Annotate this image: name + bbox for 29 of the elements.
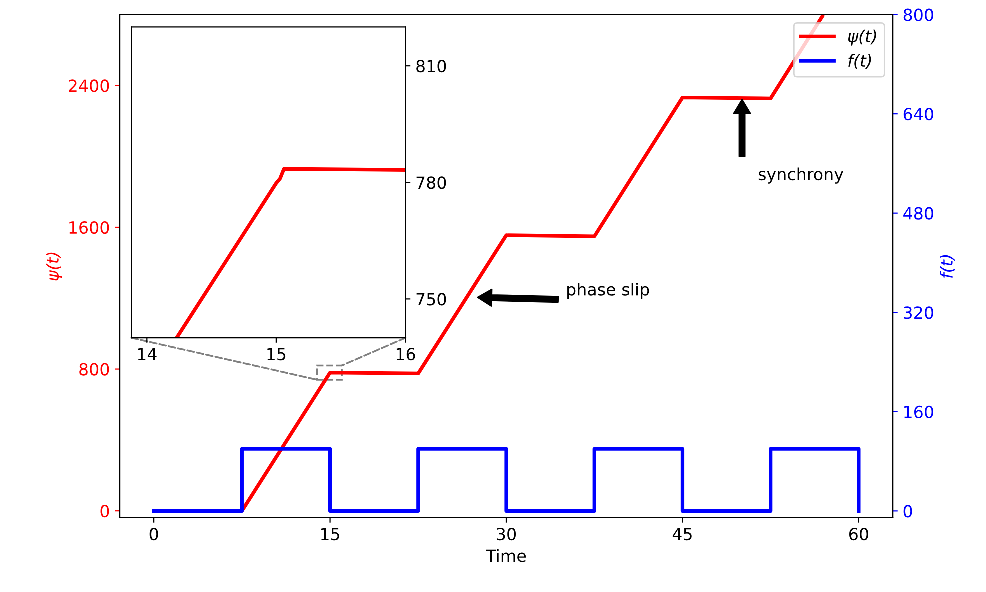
- x-tick-label: 60: [850, 528, 868, 541]
- y-tick-label: 780: [416, 176, 446, 190]
- y2-tick-label: 640: [904, 108, 934, 121]
- x-tick-label: 15: [268, 348, 286, 361]
- y-tick-label: 800: [80, 363, 110, 376]
- legend-label: ψ(t): [848, 30, 876, 46]
- y-tick-label: 810: [416, 60, 446, 73]
- y2-tick-label: 320: [904, 306, 934, 320]
- x-axis-title: Time: [486, 549, 526, 562]
- y-tick-label: 0: [100, 505, 110, 518]
- y2-axis-title: f(t): [940, 255, 955, 278]
- x-tick-label: 0: [150, 528, 158, 541]
- x-tick-label: 14: [138, 348, 157, 360]
- x-tick-label: 16: [396, 348, 416, 361]
- annotation: phase slip: [568, 282, 650, 300]
- x-tick-label: 15: [322, 528, 340, 541]
- legend-label: f(t): [848, 54, 872, 70]
- y2-tick-label: 800: [904, 8, 934, 22]
- y-tick-label: 750: [416, 293, 446, 306]
- x-tick-label: 30: [497, 528, 516, 541]
- annotation: synchrony: [758, 168, 844, 184]
- y-tick-label: 2400: [69, 80, 110, 92]
- y2-tick-label: 160: [904, 406, 934, 418]
- x-tick-label: 45: [672, 528, 692, 541]
- y2-tick-label: 0: [904, 505, 912, 518]
- line-series: [175, 167, 406, 338]
- y-tick-label: 1600: [70, 221, 110, 234]
- y2-tick-label: 480: [904, 207, 934, 220]
- y-axis-title: ψ(t): [46, 252, 62, 281]
